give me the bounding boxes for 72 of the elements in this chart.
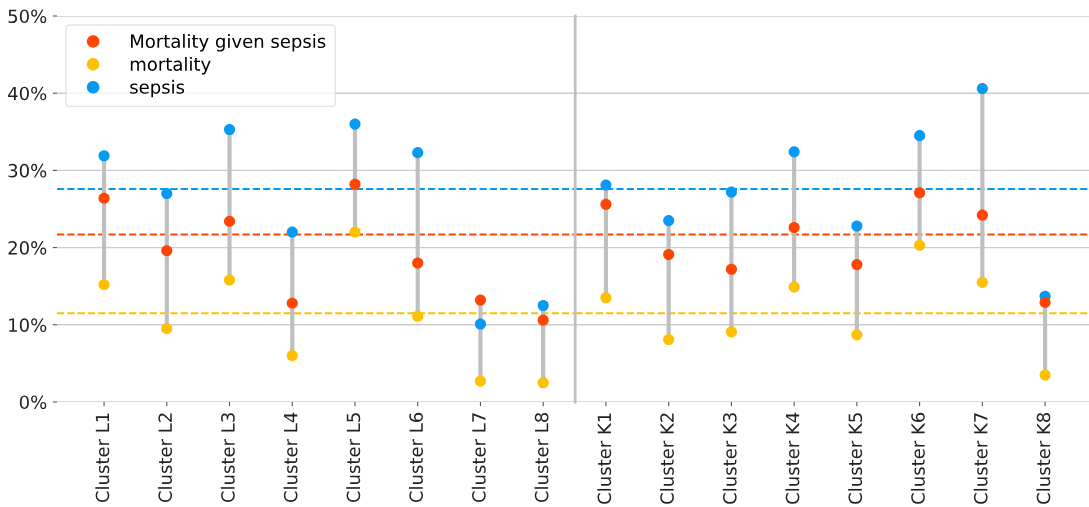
point — [1039, 369, 1051, 381]
legend-label: mortality — [130, 56, 211, 75]
x-tick-label: Cluster K6 — [910, 412, 925, 504]
point — [98, 279, 110, 291]
x-tick-label: Cluster K2 — [659, 413, 674, 504]
point — [474, 375, 487, 387]
x-tick-label: Cluster K5 — [848, 413, 863, 504]
y-tick-label: 10% — [9, 318, 47, 332]
x-tick-label: Cluster L5 — [346, 413, 361, 503]
y-tick-label: 50% — [8, 9, 47, 24]
y-tick-label: 0% — [19, 395, 47, 410]
point — [223, 123, 236, 136]
point — [600, 179, 612, 191]
point — [412, 147, 424, 159]
point — [788, 281, 800, 293]
point — [98, 150, 110, 162]
x-tick-label: Cluster K8 — [1036, 412, 1051, 504]
point — [161, 323, 173, 335]
point — [1039, 296, 1051, 308]
point — [976, 276, 988, 288]
point — [161, 245, 173, 257]
point — [976, 83, 988, 95]
point — [223, 215, 236, 227]
y-tick-label: 40% — [8, 86, 47, 101]
point — [474, 294, 487, 306]
point — [537, 299, 549, 312]
point — [725, 263, 737, 275]
legend-label: sepsis — [130, 79, 185, 98]
y-tick-label: 20% — [8, 241, 47, 255]
point — [349, 118, 361, 130]
point — [349, 178, 361, 190]
point — [412, 310, 424, 322]
point — [286, 350, 298, 362]
point — [349, 226, 361, 238]
x-tick-label: Cluster K7 — [973, 413, 988, 504]
point — [725, 326, 737, 338]
point — [663, 215, 675, 227]
x-tick-label: Cluster L8 — [534, 412, 549, 503]
point — [663, 248, 675, 261]
x-tick-label: Cluster L4 — [283, 412, 298, 503]
point — [788, 146, 800, 158]
point — [976, 209, 988, 221]
point — [851, 220, 863, 232]
point — [663, 333, 675, 346]
point — [223, 274, 236, 286]
point — [537, 377, 549, 389]
point — [914, 187, 926, 199]
point — [537, 314, 549, 326]
x-tick-label: Cluster L3 — [220, 413, 235, 503]
x-tick-label: Cluster L1 — [95, 413, 110, 503]
point — [98, 192, 110, 204]
point — [851, 329, 863, 341]
point — [914, 239, 926, 251]
x-tick-label: Cluster K4 — [785, 412, 800, 504]
x-tick-label: Cluster L6 — [408, 412, 423, 503]
x-tick-label: Cluster L2 — [158, 413, 173, 503]
y-tick-label: 30% — [8, 163, 47, 178]
point — [600, 198, 612, 210]
x-tick-label: Cluster K3 — [722, 413, 737, 504]
point — [788, 221, 800, 234]
x-tick-label: Cluster L7 — [471, 413, 486, 503]
point — [286, 297, 298, 309]
point — [161, 188, 173, 200]
point — [600, 292, 612, 304]
x-tick-label: Cluster K1 — [597, 413, 612, 504]
point — [851, 259, 863, 271]
point — [412, 257, 424, 269]
legend-label: Mortality given sepsis — [130, 34, 326, 52]
point — [474, 318, 487, 330]
point — [286, 226, 298, 238]
point — [914, 130, 926, 142]
point — [725, 186, 737, 198]
